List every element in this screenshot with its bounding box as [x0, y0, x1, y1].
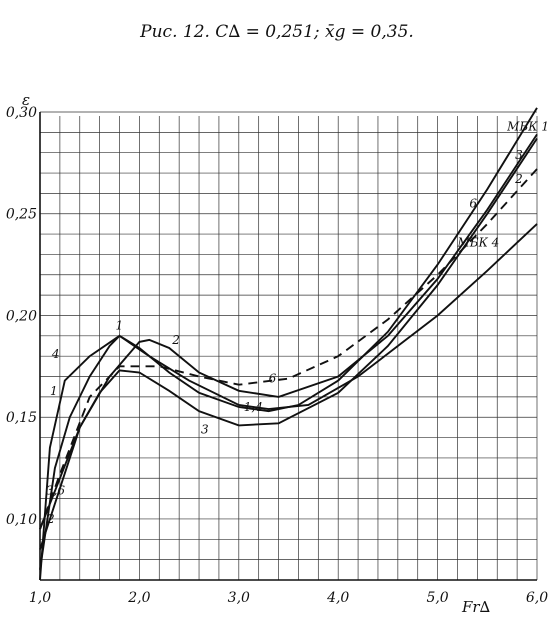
curve-label: 2: [514, 172, 523, 186]
curve-3: [39, 137, 538, 530]
x-tick-label: 2,0: [127, 590, 150, 606]
x-tick-label: 3,0: [228, 590, 250, 606]
x-tick-label: 1,0: [29, 590, 51, 606]
curve-label: МБК 1: [506, 119, 549, 133]
curve-label: 6: [469, 197, 477, 211]
curve-label: 1,4: [244, 400, 263, 414]
curve-label: 1: [116, 319, 124, 333]
series-layer: [39, 107, 538, 581]
curve-label: 3,6: [46, 484, 65, 498]
curve-label: 3: [515, 148, 523, 162]
curve-label: 6: [269, 372, 277, 386]
y-tick-label: 0,15: [6, 410, 37, 426]
x-tick-label: 5,0: [426, 590, 448, 606]
y-axis-title: ε: [22, 91, 30, 109]
axis-layer: ε Fr∆: [22, 91, 537, 616]
label-layer: 1 2 4 1 3,6 2 6 1,4 3 МБК 1 3 2 6 МБК 4: [46, 119, 549, 526]
curve-4: [39, 223, 538, 581]
curve-label: 2: [171, 333, 180, 347]
figure-caption: Рис. 12. C∆ = 0,251; x̄g = 0,35.: [140, 22, 414, 42]
curve-1: [39, 107, 538, 570]
curve-label: 2: [46, 512, 55, 526]
curve-label: МБК 4: [456, 235, 499, 249]
curve-label: 1: [50, 384, 58, 398]
grid-layer: [39, 111, 538, 580]
x-tick-label: 6,0: [526, 590, 548, 606]
curve-label: 3: [201, 422, 209, 436]
y-tick-label: 0,10: [6, 512, 37, 528]
x-tick-label: 4,0: [326, 590, 349, 606]
ticks-layer: 1,0 2,0 3,0 4,0 5,0 6,0 0,10 0,15 0,20 0,25 0,30: [6, 105, 548, 606]
x-axis-title: Fr∆: [461, 598, 490, 616]
y-tick-label: 0,30: [6, 105, 37, 121]
curve-6: [39, 168, 538, 530]
curve-label: 4: [51, 347, 60, 361]
y-tick-label: 0,20: [6, 308, 37, 324]
y-tick-label: 0,25: [6, 207, 37, 223]
